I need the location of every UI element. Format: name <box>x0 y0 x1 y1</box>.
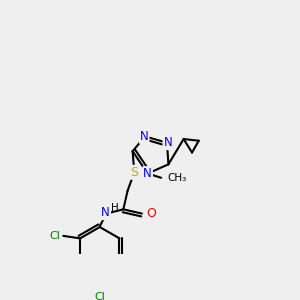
Text: N: N <box>143 167 152 180</box>
Text: S: S <box>130 166 138 179</box>
Text: O: O <box>146 207 156 220</box>
Text: Cl: Cl <box>94 292 105 300</box>
Text: CH₃: CH₃ <box>168 173 187 183</box>
Text: H: H <box>111 203 119 213</box>
Text: N: N <box>140 130 148 143</box>
Text: N: N <box>101 206 110 219</box>
Text: N: N <box>164 136 172 149</box>
Text: Cl: Cl <box>49 231 60 241</box>
